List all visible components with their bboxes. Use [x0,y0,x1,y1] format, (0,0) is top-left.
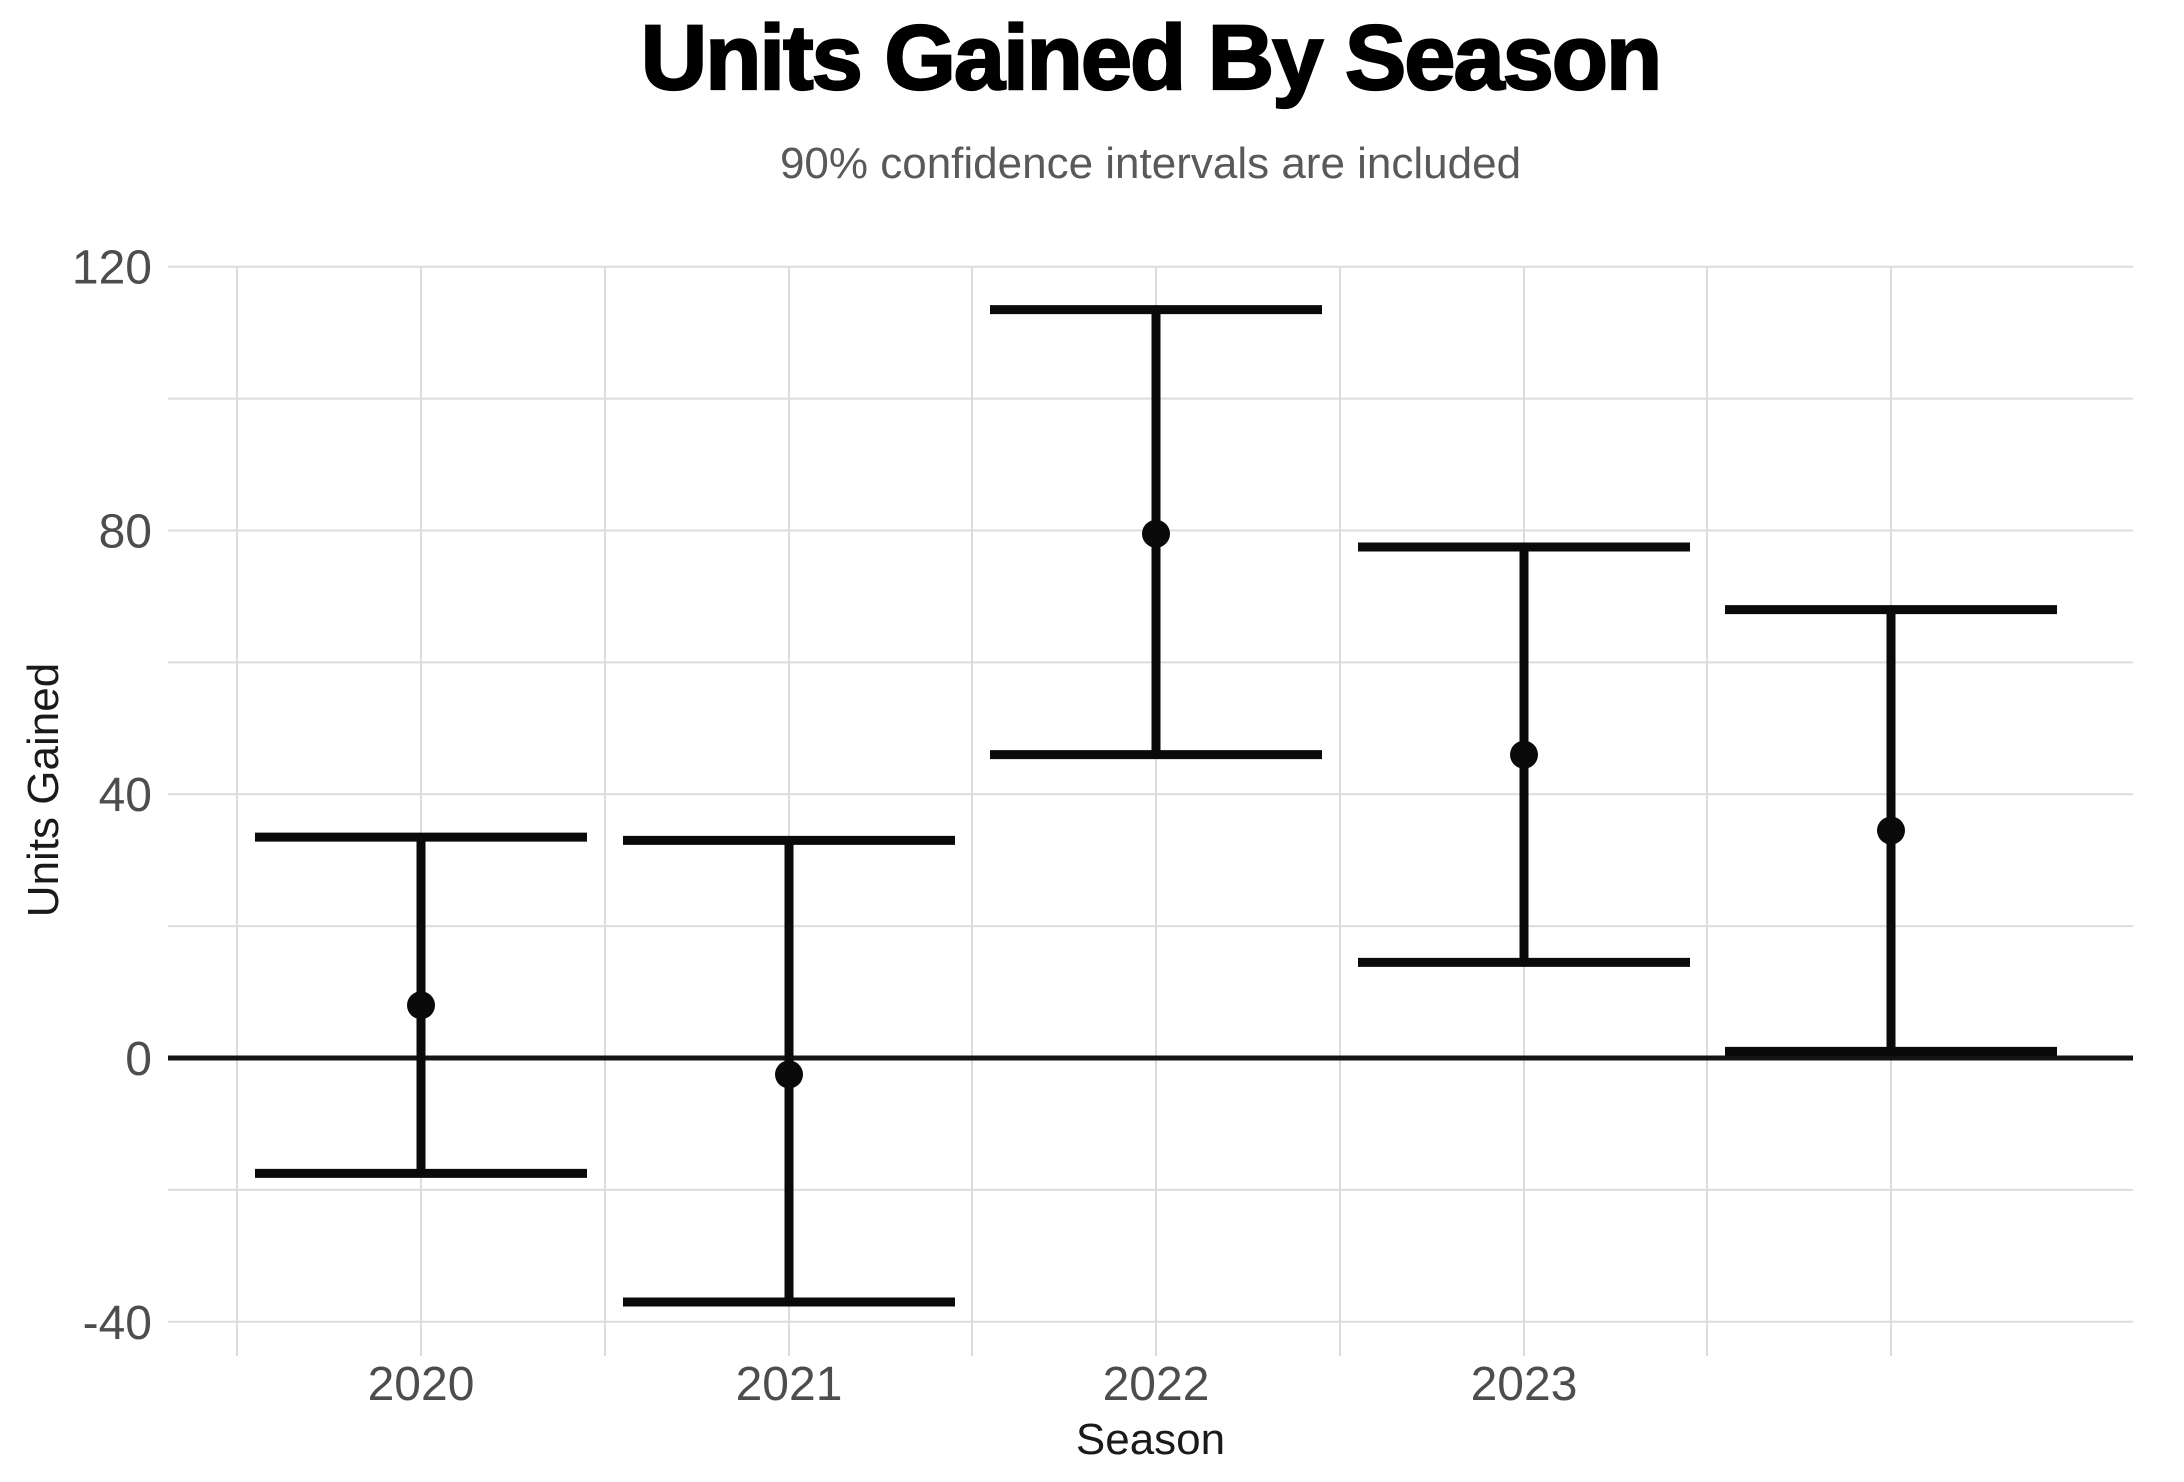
x-axis-title: Season [1075,1415,1226,1464]
x-tick-label: 2021 [736,1358,843,1411]
point-estimate-dot [1877,816,1905,845]
y-axis-title: Units Gained [19,662,68,918]
y-tick-label: 0 [125,1033,152,1086]
point-estimate-dot [775,1060,803,1089]
x-tick-label: 2020 [368,1358,475,1411]
y-tick-label: 120 [72,242,152,295]
y-tick-label: -40 [83,1297,152,1350]
y-tick-label: 40 [99,769,152,822]
chart-title: Units Gained By Season [640,7,1664,109]
x-tick-label: 2023 [1471,1358,1578,1411]
y-tick-label: 80 [99,505,152,558]
point-estimate-dot [1510,740,1538,769]
chart-subtitle: 90% confidence intervals are included [779,139,1522,188]
x-tick-label: 2022 [1103,1358,1210,1411]
point-estimate-dot [407,991,435,1020]
point-estimate-dot [1142,519,1170,548]
